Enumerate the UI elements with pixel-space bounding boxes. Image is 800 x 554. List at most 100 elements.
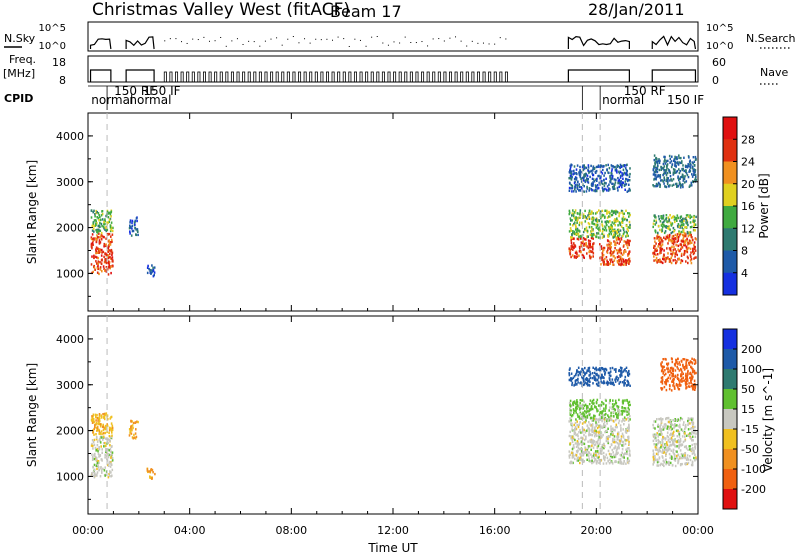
power-cell (652, 222, 655, 225)
velocity-cell (615, 449, 618, 452)
y-tick-label: 4000 (56, 333, 84, 346)
power-cell (673, 237, 675, 241)
velocity-cell (618, 461, 621, 464)
velocity-cell (93, 438, 96, 442)
velocity-cell (91, 455, 94, 459)
power-cell (578, 223, 581, 227)
power-cell (655, 185, 657, 188)
power-cell (611, 224, 613, 228)
velocity-cell (133, 433, 135, 437)
velocity-cell (624, 442, 627, 446)
power-cell (668, 235, 671, 238)
velocity-cell (655, 448, 657, 451)
velocity-cell (108, 474, 111, 478)
velocity-cell (668, 440, 671, 443)
velocity-cell (569, 430, 571, 434)
velocity-cell (105, 448, 107, 451)
power-cell (110, 226, 113, 230)
velocity-cell (673, 434, 675, 437)
power-cell (607, 189, 610, 192)
velocity-cell (613, 403, 616, 406)
velocity-cell (694, 453, 696, 456)
power-cell (596, 232, 598, 235)
power-cell (678, 230, 680, 233)
velocity-cell (570, 379, 573, 382)
velocity-cell (693, 358, 695, 361)
power-cell (625, 209, 627, 212)
power-cell (663, 169, 665, 172)
power-cell (682, 174, 684, 177)
velocity-cell (668, 460, 670, 464)
velocity-cell (109, 447, 112, 451)
velocity-cell (589, 423, 591, 426)
power-cell (608, 245, 611, 248)
velocity-cell (582, 377, 585, 380)
power-cell (111, 240, 113, 243)
velocity-cell (669, 456, 671, 460)
power-cell (606, 168, 608, 172)
velocity-cell (583, 400, 585, 404)
power-cell (656, 233, 659, 236)
power-cell (659, 174, 662, 177)
velocity-cell (608, 374, 611, 377)
velocity-cell (628, 410, 630, 413)
velocity-cell (605, 437, 608, 440)
power-cell (601, 256, 604, 259)
power-cell (98, 250, 100, 253)
velocity-cell (585, 451, 588, 454)
power-cell (616, 217, 618, 220)
power-cell (695, 256, 697, 259)
power-cell (663, 182, 665, 185)
power-cell (673, 170, 676, 173)
power-cell (622, 234, 624, 238)
power-cell (99, 225, 101, 228)
velocity-cell (676, 450, 678, 453)
velocity-cell (665, 458, 667, 461)
velocity-cell (576, 423, 579, 427)
power-cell (585, 238, 587, 241)
power-cell (575, 172, 577, 175)
power-cell (681, 183, 683, 187)
nsearch-dot (432, 38, 434, 40)
velocity-cell (576, 399, 578, 402)
power-cell (134, 223, 136, 226)
velocity-cell (674, 464, 677, 468)
power-cell (626, 239, 629, 242)
velocity-cell (95, 419, 97, 422)
velocity-cell (588, 445, 590, 448)
power-cell (658, 161, 661, 165)
power-cell (574, 218, 577, 221)
power-cell (603, 262, 605, 265)
velocity-cell (93, 454, 96, 457)
nsearch-dot (348, 45, 350, 47)
power-cell (105, 243, 107, 246)
power-cell (656, 261, 658, 264)
velocity-cell (661, 369, 664, 372)
velocity-cell (92, 440, 95, 444)
power-cell (660, 251, 662, 254)
power-cell (90, 216, 93, 219)
velocity-cell (682, 453, 685, 456)
power-cell (609, 188, 611, 191)
power-cell (110, 228, 112, 231)
power-cell (678, 156, 680, 160)
power-cell (601, 186, 604, 189)
velocity-cell (628, 408, 630, 411)
power-cell (662, 220, 665, 223)
power-cell (608, 240, 611, 243)
velocity-cell (591, 459, 593, 462)
power-cell (680, 223, 683, 227)
power-cell (96, 222, 98, 225)
power-cell (570, 183, 573, 187)
velocity-cell (652, 433, 655, 437)
nsearch-dot (214, 40, 216, 42)
velocity-cell (679, 419, 681, 422)
power-cell (579, 247, 581, 250)
power-cell (619, 176, 622, 179)
velocity-cell (583, 442, 586, 446)
power-cell (602, 233, 605, 236)
velocity-cell (92, 431, 94, 434)
velocity-cell (615, 440, 617, 444)
nsearch-dot (443, 40, 445, 42)
velocity-cell (103, 442, 105, 445)
